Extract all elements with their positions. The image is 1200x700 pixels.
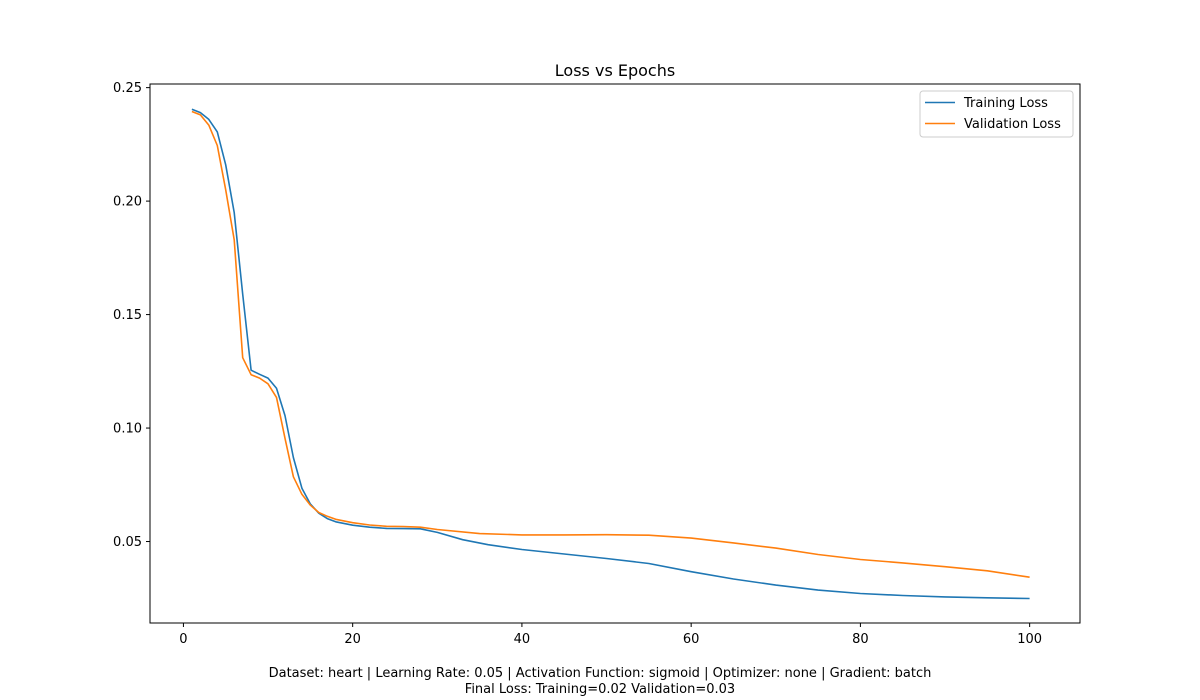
legend-label: Training Loss <box>963 96 1048 111</box>
series-line-validation-loss <box>191 110 1030 578</box>
x-tick-label: 20 <box>344 632 361 647</box>
y-tick-label: 0.10 <box>113 422 142 437</box>
x-tick-label: 0 <box>179 632 187 647</box>
plot-area-frame <box>149 83 1081 624</box>
y-tick-label: 0.15 <box>113 308 142 323</box>
x-tick-label: 100 <box>1017 632 1042 647</box>
legend-label: Validation Loss <box>964 117 1061 132</box>
y-tick-label: 0.20 <box>113 195 142 210</box>
footer-config-text: Dataset: heart | Learning Rate: 0.05 | A… <box>268 666 932 681</box>
series-line-training-loss <box>191 108 1030 600</box>
x-tick-label: 40 <box>514 632 531 647</box>
y-tick-label: 0.05 <box>113 535 142 550</box>
x-tick-label: 80 <box>852 632 869 647</box>
footer-final-loss-text: Final Loss: Training=0.02 Validation=0.0… <box>464 682 736 697</box>
y-tick-label: 0.25 <box>113 81 142 96</box>
chart-title: Loss vs Epochs <box>555 61 675 80</box>
legend-box <box>919 90 1074 138</box>
x-tick-label: 60 <box>683 632 700 647</box>
